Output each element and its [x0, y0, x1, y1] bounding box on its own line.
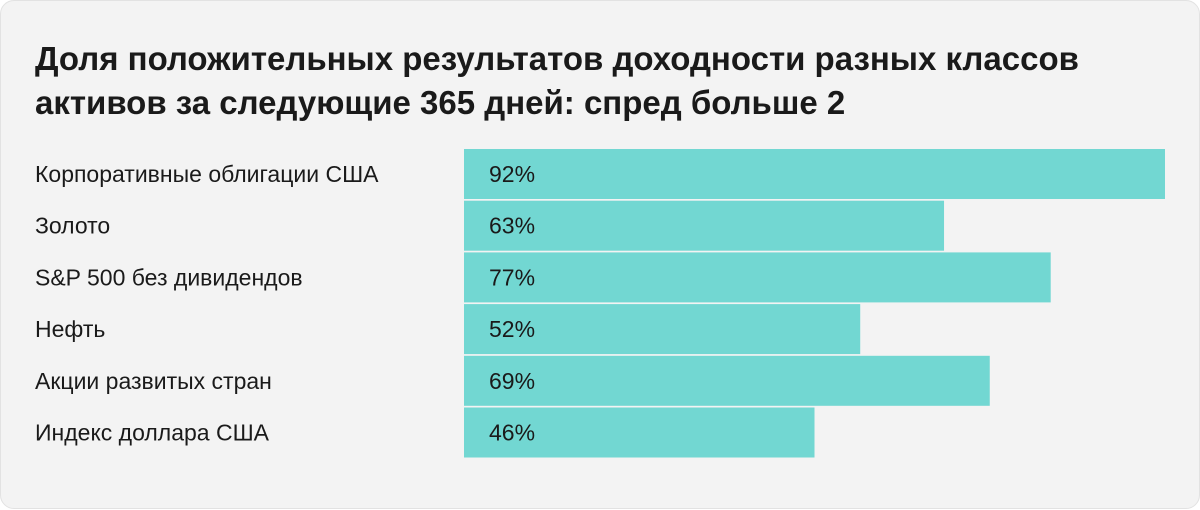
category-label: Индекс доллара США [35, 420, 270, 446]
bar-5 [464, 355, 990, 406]
value-label: 46% [489, 420, 535, 446]
value-label: 77% [489, 264, 535, 290]
category-label: Золото [35, 213, 110, 239]
bar-4 [464, 304, 861, 355]
value-label: 69% [489, 368, 535, 394]
category-label: Акции развитых стран [35, 368, 272, 394]
category-label: S&P 500 без дивидендов [35, 264, 303, 290]
bar-3 [464, 252, 1051, 303]
value-label: 52% [489, 316, 535, 342]
category-label: Корпоративные облигации США [35, 161, 379, 187]
bar-6 [464, 407, 815, 458]
chart-title: Доля положительных результатов доходност… [35, 40, 1079, 121]
value-label: 92% [489, 161, 535, 187]
category-label: Нефть [35, 316, 105, 342]
value-label: 63% [489, 213, 535, 239]
bar-2 [464, 200, 945, 251]
bar-1 [464, 149, 1165, 199]
